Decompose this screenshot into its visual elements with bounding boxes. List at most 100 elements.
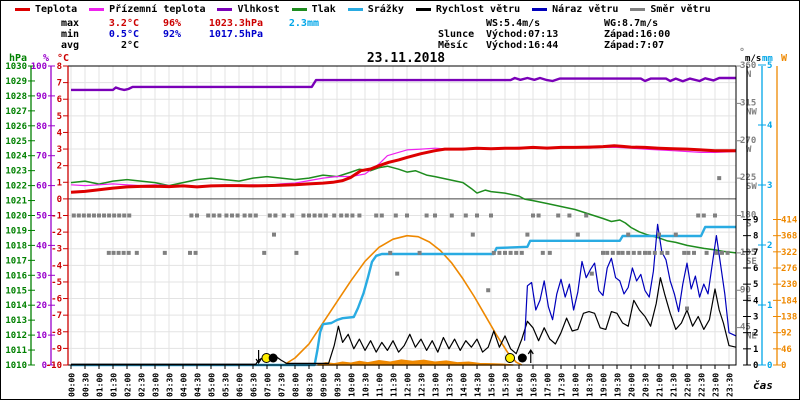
stats-min-humidity: 92% <box>162 29 181 40</box>
svg-text:45: 45 <box>740 323 751 333</box>
svg-text:23:00: 23:00 <box>712 373 721 397</box>
svg-text:225: 225 <box>740 173 756 183</box>
svg-text:3: 3 <box>57 145 62 155</box>
svg-text:NW: NW <box>746 107 757 117</box>
x-axis-labels: 00:00 00:30 01:00 01:30 02:00 02:30 03:00 03:30… <box>68 365 735 397</box>
sunset-time: Západ:16:00 <box>604 29 671 40</box>
svg-text:13:30: 13:30 <box>446 373 455 397</box>
svg-text:322: 322 <box>781 248 797 258</box>
svg-text:SW: SW <box>746 182 757 192</box>
svg-text:22:00: 22:00 <box>684 373 693 397</box>
legend-item-prizemni-teplota: Přízemní teplota <box>89 4 205 15</box>
legend-item-vlhkost: Vlhkost <box>217 4 280 15</box>
legend-item-tlak: Tlak <box>291 4 336 15</box>
axis-radiation: 0 46 92 138 184 230 276 322 368 414 <box>773 66 798 371</box>
svg-text:1014: 1014 <box>5 301 27 311</box>
svg-text:7: 7 <box>57 79 62 89</box>
legend-label: Přízemní teplota <box>109 4 206 15</box>
series-naraz-vetru <box>524 223 737 341</box>
axis-pressure: 1030 1029 1028 1027 1026 1025 1024 1023 1022 1021… <box>5 62 35 371</box>
series-radiation-measured <box>317 359 514 366</box>
svg-text:1023: 1023 <box>5 167 27 177</box>
legend-label: Náraz větru <box>552 4 619 15</box>
legend-swatch-icon <box>291 8 307 11</box>
svg-text:07:30: 07:30 <box>278 373 287 397</box>
svg-text:17:30: 17:30 <box>558 373 567 397</box>
svg-text:20:30: 20:30 <box>642 373 651 397</box>
grid <box>68 66 736 365</box>
svg-text:8: 8 <box>57 62 62 72</box>
svg-text:12:00: 12:00 <box>404 373 413 397</box>
svg-text:-4: -4 <box>51 261 62 271</box>
svg-text:-2: -2 <box>51 228 62 238</box>
svg-text:19:30: 19:30 <box>614 373 623 397</box>
sun-times-row: Slunce Východ:07:13 Západ:16:00 <box>438 29 670 40</box>
legend-item-smer-vetru: Směr větru <box>630 4 711 15</box>
stats-min-label: min <box>61 29 80 40</box>
svg-text:4: 4 <box>767 121 773 131</box>
arrow-up-icon <box>527 348 534 363</box>
chart-title: 23.11.2018 <box>367 51 445 66</box>
sunrise-time: Východ:07:13 <box>486 29 559 40</box>
svg-text:2: 2 <box>753 329 758 339</box>
legend-label: Srážky <box>367 4 404 15</box>
legend-item-rychlost-vetru: Rychlost větru <box>415 4 520 15</box>
arrow-down-icon <box>255 350 262 365</box>
stats-max-humidity: 96% <box>162 18 181 29</box>
svg-text:-10: -10 <box>46 361 62 371</box>
svg-text:14:30: 14:30 <box>474 373 483 397</box>
series-prizemni-teplota <box>70 146 737 188</box>
svg-text:2: 2 <box>767 241 772 251</box>
svg-text:-3: -3 <box>51 245 62 255</box>
svg-text:W: W <box>746 145 752 155</box>
svg-text:03:00: 03:00 <box>152 373 161 397</box>
svg-text:80: 80 <box>36 122 47 132</box>
axis-unit-labels: hPa% °C °m/s mm W <box>9 47 788 64</box>
series-radiation-model <box>283 234 523 366</box>
svg-text:360: 360 <box>740 61 756 71</box>
svg-text:-9: -9 <box>51 344 62 354</box>
svg-text:70: 70 <box>36 152 47 162</box>
svg-text:N: N <box>746 70 751 80</box>
svg-text:22:30: 22:30 <box>698 373 707 397</box>
svg-text:°C: °C <box>57 53 69 64</box>
svg-text:12:30: 12:30 <box>418 373 427 397</box>
stats-block: max 3.2°C 96% 1023.3hPa 2.3mm min 0.5°C … <box>61 18 319 51</box>
svg-text:1016: 1016 <box>5 271 27 281</box>
svg-text:1027: 1027 <box>5 107 27 117</box>
stats-max-temperature: 3.2°C <box>108 18 139 29</box>
svg-text:-8: -8 <box>51 328 62 338</box>
svg-text:5: 5 <box>753 280 758 290</box>
svg-text:1019: 1019 <box>5 226 27 236</box>
wind-astro-block: WS:5.4m/s WG:8.7m/s Slunce Východ:07:13 … <box>438 18 670 51</box>
svg-text:1024: 1024 <box>5 152 27 162</box>
svg-text:20: 20 <box>36 301 47 311</box>
svg-text:0: 0 <box>767 361 772 371</box>
svg-text:08:30: 08:30 <box>306 373 315 397</box>
legend-swatch-icon <box>15 8 30 11</box>
svg-text:14:00: 14:00 <box>460 373 469 397</box>
moon-label: Měsíc <box>438 40 469 51</box>
svg-text:8: 8 <box>753 232 758 242</box>
stats-max-label: max <box>61 18 80 29</box>
wind-summary-row: WS:5.4m/s WG:8.7m/s <box>438 18 670 29</box>
svg-text:1012: 1012 <box>5 331 27 341</box>
x-axis-title: čas <box>753 379 773 392</box>
svg-text:18:30: 18:30 <box>586 373 595 397</box>
svg-text:01:30: 01:30 <box>110 373 119 397</box>
svg-text:07:00: 07:00 <box>264 373 273 397</box>
legend-swatch-icon <box>532 8 548 11</box>
svg-text:02:30: 02:30 <box>138 373 147 397</box>
svg-text:19:00: 19:00 <box>600 373 609 397</box>
svg-text:6: 6 <box>57 95 62 105</box>
svg-text:0: 0 <box>57 195 62 205</box>
svg-text:4: 4 <box>753 296 759 306</box>
moon-marker-icon <box>268 353 278 363</box>
svg-text:315: 315 <box>740 98 756 108</box>
svg-text:414: 414 <box>781 216 798 226</box>
series-tlak <box>70 165 737 254</box>
svg-text:01:00: 01:00 <box>96 373 105 397</box>
